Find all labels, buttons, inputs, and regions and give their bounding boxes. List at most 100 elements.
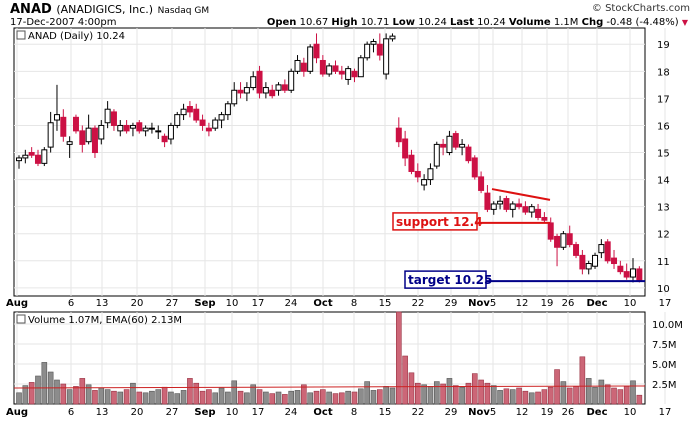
- candle-up: [433, 143, 440, 167]
- volume-bar: [111, 390, 117, 405]
- volume-bar: [180, 390, 187, 405]
- volume-bar: [206, 389, 212, 405]
- legend-swatch: [16, 30, 26, 40]
- change-label: Chg: [581, 17, 604, 28]
- volume-bar: [522, 390, 529, 405]
- price-x-tick-label: Aug: [6, 298, 28, 309]
- candle-down: [161, 135, 168, 143]
- candle-up: [117, 124, 124, 132]
- candle-down: [351, 70, 358, 78]
- candle-up: [446, 135, 453, 154]
- volume-bar: [465, 382, 472, 405]
- volume-legend-label: Volume 1.07M, EMA(60) 2.13M: [28, 315, 182, 326]
- volume-bar: [598, 379, 605, 405]
- volume-bar: [92, 390, 98, 405]
- volume-bar: [592, 386, 598, 405]
- price-x-tick-label: Nov: [468, 298, 490, 309]
- candle-up: [16, 157, 22, 162]
- candle-down: [186, 106, 193, 113]
- volume-x-tick-label: Nov: [468, 407, 490, 418]
- candle-down: [547, 222, 554, 240]
- candle-down: [611, 257, 618, 265]
- volume-bar: [535, 391, 541, 405]
- candle-up: [224, 103, 231, 116]
- volume-y-tick-label: 5.0M: [652, 360, 677, 371]
- candle-down: [319, 59, 326, 75]
- candle-up: [250, 76, 257, 89]
- candle-up: [592, 254, 599, 267]
- volume-bar: [263, 391, 269, 405]
- price-y-tick-label: 10: [657, 284, 670, 295]
- volume-bar: [225, 391, 231, 405]
- candle-up: [459, 143, 466, 148]
- volume-x-tick-label: 24: [285, 407, 298, 418]
- volume-bar: [547, 386, 554, 405]
- candle-up: [357, 57, 364, 78]
- quote-date: 17-Dec-2007 4:00pm: [10, 17, 117, 28]
- volume-x-tick-label: 26: [562, 407, 575, 418]
- target-label: target 10.25: [408, 273, 492, 287]
- volume-bar: [516, 387, 522, 405]
- candle-up: [85, 127, 92, 143]
- candle-up: [104, 108, 111, 124]
- candle-up: [630, 268, 637, 278]
- volume-x-tick-label: 10: [624, 407, 637, 418]
- candle-up: [585, 263, 592, 270]
- volume-bar: [471, 373, 478, 405]
- candle-up: [294, 59, 301, 72]
- candle-up: [275, 84, 282, 91]
- candle-up: [262, 87, 269, 94]
- candle-up: [326, 65, 333, 75]
- candle-up: [174, 114, 181, 126]
- low-label: Low: [392, 17, 415, 28]
- candle-down: [313, 43, 320, 59]
- volume-bar: [623, 386, 630, 405]
- price-y-tick-label: 18: [657, 67, 670, 78]
- volume-x-tick-label: Oct: [313, 407, 332, 418]
- volume-bar: [41, 362, 48, 405]
- volume-bar: [433, 381, 440, 405]
- candle-down: [28, 152, 35, 156]
- candle-down: [123, 124, 130, 132]
- candle-down: [535, 208, 542, 218]
- candle-up: [383, 38, 390, 75]
- price-x-tick-label: 15: [379, 298, 392, 309]
- candle-down: [554, 235, 561, 248]
- volume-bar: [275, 391, 282, 405]
- volume-bar: [307, 392, 313, 405]
- volume-bar: [579, 356, 586, 405]
- price-grid: [14, 28, 666, 296]
- volume-x-tick-label: 22: [412, 407, 425, 418]
- volume-bar: [408, 372, 415, 405]
- candle-down: [414, 170, 421, 178]
- price-legend-label: ANAD (Daily) 10.24: [28, 31, 125, 42]
- ema-line: [13, 385, 646, 389]
- candle-down: [516, 203, 523, 208]
- volume-bar: [130, 382, 136, 405]
- candle-up: [389, 35, 396, 40]
- candle-down: [402, 138, 409, 159]
- volume-bar: [383, 386, 389, 405]
- volume-bar: [269, 393, 276, 405]
- candle-up: [167, 124, 174, 140]
- candle-up: [307, 46, 314, 72]
- candle-up: [509, 203, 516, 210]
- candle-up: [288, 70, 295, 91]
- price-y-tick-label: 14: [657, 176, 670, 187]
- volume-bar: [212, 392, 219, 405]
- volume-bar: [370, 390, 377, 405]
- volume-bar: [149, 390, 155, 405]
- candle-up: [243, 87, 250, 94]
- candle-up: [421, 179, 428, 186]
- volume-bar: [332, 393, 339, 405]
- high-label: High: [331, 17, 358, 28]
- volume-bar: [554, 369, 560, 405]
- volume-bar: [490, 385, 497, 405]
- candle-down: [237, 89, 244, 94]
- price-x-tick-label: 10: [624, 298, 637, 309]
- price-y-tick-label: 17: [657, 94, 670, 105]
- volume-x-tick-label: Sep: [194, 407, 215, 418]
- price-y-tick-label: 15: [657, 149, 670, 160]
- price-x-tick-label: 27: [166, 298, 179, 309]
- price-x-tick-label: Sep: [194, 298, 215, 309]
